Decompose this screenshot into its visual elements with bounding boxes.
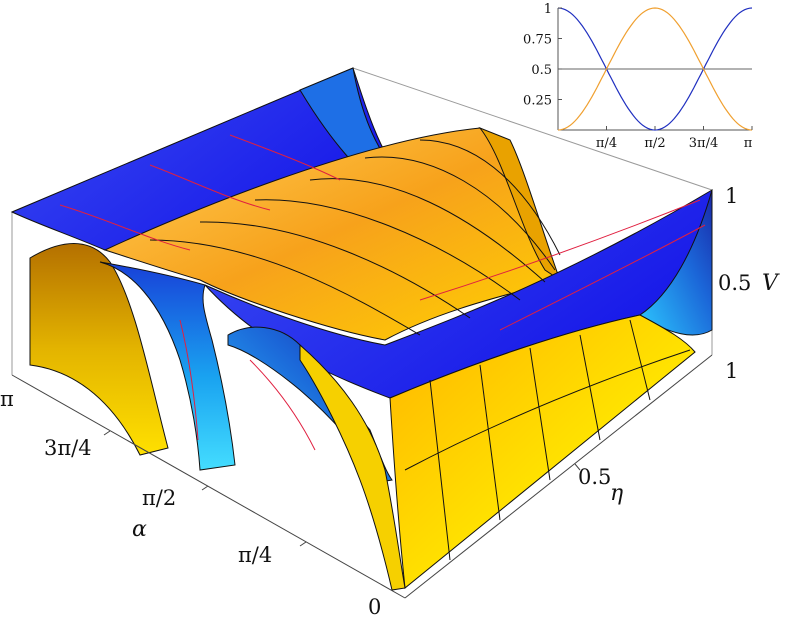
v-tick-label: 1 [725,184,738,208]
inset-x-tick-label: π/4 [596,136,617,151]
inset-x-tick-label: π/2 [644,136,665,151]
surface-yellow-front [389,314,696,589]
v-axis-label: V [762,271,780,296]
inset-y-tick-label: 1 [544,2,552,17]
inset-y-tick-label: 0.25 [523,94,552,109]
surface-blue-right-wall [639,189,713,336]
eta-tick-label: 0.5 [578,465,611,489]
v-tick-label: 1 [725,359,738,383]
surface-blue-mid-wall [99,261,236,471]
inset-x-tick-label: π [744,136,753,151]
alpha-axis-label: α [132,517,147,542]
inset-y-tick-label: 0.5 [531,63,552,78]
inset-x-tick-label: 3π/4 [689,136,718,151]
inset-series-orange [557,7,753,131]
alpha-tick-label: 0 [368,595,381,619]
eta-axis-label: η [610,481,623,506]
inset-x-ticks: π/4 π/2 3π/4 π [596,126,753,151]
surface-orange-back-wall [29,243,169,456]
alpha-tick-label: π/4 [238,543,272,567]
v-tick-label: 0.5 [718,271,751,295]
alpha-tick-marks [103,430,307,547]
alpha-tick-label: π [0,387,14,411]
eta-tick-mark [574,463,581,471]
front-axes [11,354,713,599]
v-ticks: 1 0.5 1 [718,184,751,383]
inset-y-tick-label: 0.75 [523,33,552,48]
surface-yellow-front-wall [299,343,406,591]
inset-plot: 0.25 0.5 0.75 1 π/4 π/2 3π/4 π [523,2,753,151]
surface-blue-front-curl [227,326,393,483]
mesh-red [59,134,706,451]
alpha-tick-label: π/2 [142,486,176,510]
inset-y-ticks: 0.25 0.5 0.75 1 [523,2,562,109]
alpha-tick-label: 3π/4 [44,436,92,460]
alpha-ticks: π 3π/4 π/2 π/4 0 [0,387,381,619]
